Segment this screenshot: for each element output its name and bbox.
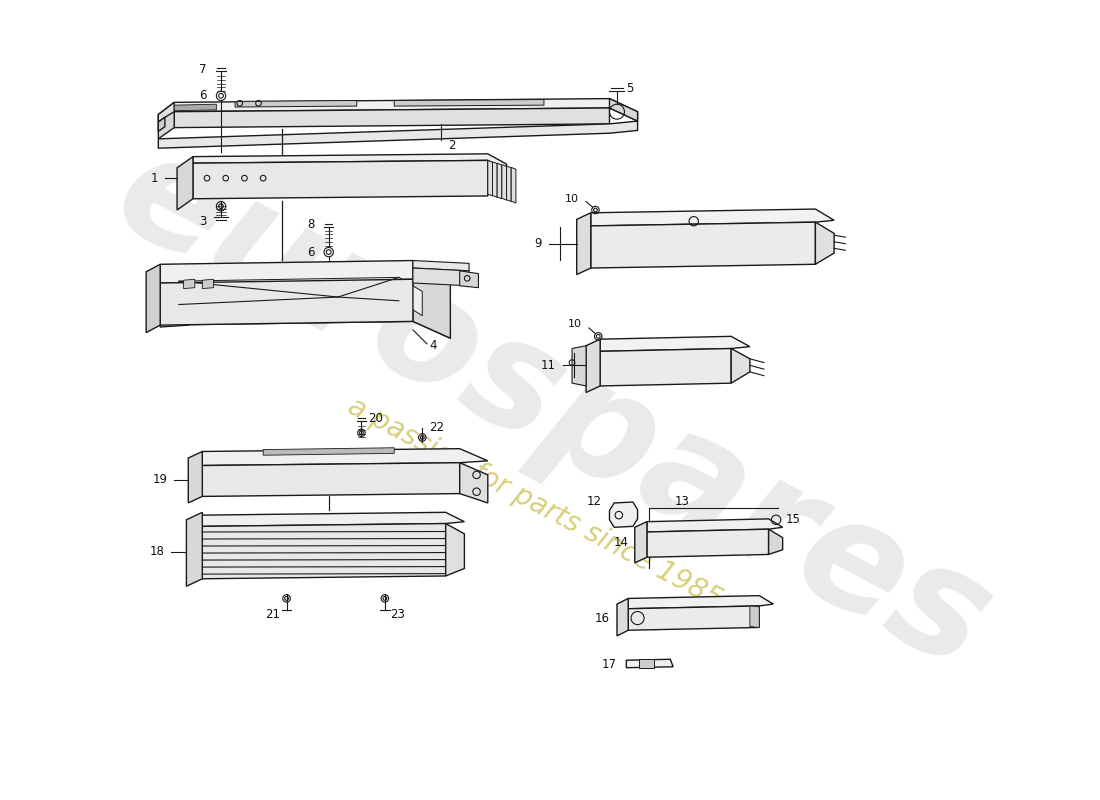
Polygon shape	[412, 261, 450, 338]
Polygon shape	[446, 523, 464, 576]
Polygon shape	[158, 121, 638, 148]
Polygon shape	[394, 99, 544, 106]
Text: 21: 21	[265, 608, 280, 621]
Polygon shape	[609, 98, 638, 121]
Polygon shape	[497, 163, 502, 198]
Text: 12: 12	[587, 494, 602, 507]
Text: 9: 9	[535, 237, 542, 250]
Text: 10: 10	[564, 194, 579, 204]
Polygon shape	[161, 312, 450, 338]
Polygon shape	[769, 529, 782, 554]
Text: 22: 22	[429, 421, 443, 434]
Text: 4: 4	[430, 339, 438, 352]
Text: 18: 18	[150, 545, 165, 558]
Polygon shape	[161, 267, 188, 327]
Polygon shape	[177, 157, 192, 210]
Polygon shape	[202, 279, 213, 289]
Polygon shape	[235, 101, 356, 107]
Text: 6: 6	[199, 90, 207, 102]
Polygon shape	[732, 349, 750, 383]
Polygon shape	[460, 462, 487, 503]
Text: 1: 1	[151, 172, 158, 185]
Polygon shape	[591, 222, 815, 268]
Polygon shape	[601, 336, 750, 351]
Polygon shape	[628, 596, 773, 609]
Polygon shape	[174, 98, 638, 121]
Polygon shape	[202, 449, 487, 466]
Polygon shape	[460, 271, 478, 288]
Polygon shape	[192, 154, 506, 170]
Text: 11: 11	[541, 359, 557, 372]
Text: 14: 14	[613, 536, 628, 549]
Polygon shape	[412, 268, 469, 286]
Polygon shape	[174, 108, 609, 128]
Polygon shape	[188, 451, 202, 503]
Polygon shape	[609, 502, 638, 527]
Text: 23: 23	[390, 608, 405, 621]
Polygon shape	[815, 222, 834, 264]
Text: 17: 17	[602, 658, 617, 671]
Text: 15: 15	[785, 514, 801, 526]
Polygon shape	[186, 512, 202, 586]
Polygon shape	[161, 261, 450, 283]
Text: 7: 7	[199, 63, 207, 76]
Text: 19: 19	[153, 473, 167, 486]
Polygon shape	[601, 349, 732, 386]
Text: eurospares: eurospares	[92, 117, 1015, 702]
Polygon shape	[647, 519, 782, 532]
Polygon shape	[174, 104, 217, 110]
Text: 10: 10	[568, 319, 582, 329]
Polygon shape	[502, 165, 506, 200]
Polygon shape	[146, 264, 161, 333]
Polygon shape	[639, 659, 654, 668]
Polygon shape	[628, 606, 759, 630]
Text: 20: 20	[368, 412, 383, 426]
Polygon shape	[202, 462, 460, 497]
Polygon shape	[586, 339, 601, 393]
Polygon shape	[487, 160, 493, 196]
Text: 3: 3	[199, 214, 207, 228]
Polygon shape	[591, 209, 834, 226]
Polygon shape	[179, 278, 422, 316]
Polygon shape	[202, 523, 446, 578]
Polygon shape	[647, 529, 769, 558]
Polygon shape	[750, 606, 759, 627]
Polygon shape	[158, 118, 165, 131]
Polygon shape	[576, 213, 591, 274]
Polygon shape	[493, 162, 497, 198]
Polygon shape	[412, 261, 469, 271]
Polygon shape	[506, 166, 512, 202]
Polygon shape	[512, 167, 516, 203]
Polygon shape	[158, 102, 174, 122]
Polygon shape	[263, 448, 394, 455]
Polygon shape	[184, 279, 195, 289]
Polygon shape	[635, 522, 647, 563]
Text: 6: 6	[307, 246, 315, 258]
Polygon shape	[572, 346, 586, 386]
Text: 2: 2	[449, 139, 456, 152]
Text: 16: 16	[594, 611, 609, 625]
Polygon shape	[626, 659, 673, 668]
Polygon shape	[202, 512, 464, 526]
Polygon shape	[158, 102, 174, 139]
Text: 8: 8	[307, 218, 315, 231]
Text: a passion for parts since 1985: a passion for parts since 1985	[343, 392, 726, 614]
Polygon shape	[192, 160, 487, 198]
Text: 13: 13	[675, 494, 690, 507]
Polygon shape	[161, 279, 412, 325]
Polygon shape	[617, 598, 628, 636]
Text: 5: 5	[626, 82, 634, 95]
